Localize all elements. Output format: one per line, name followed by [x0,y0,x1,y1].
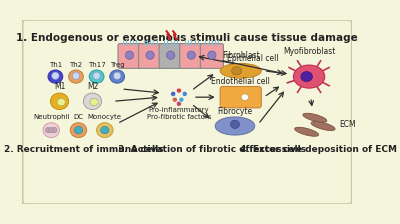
Ellipse shape [187,51,196,59]
Ellipse shape [294,65,325,88]
Text: Neutrophil: Neutrophil [33,114,70,120]
Text: ECM: ECM [340,120,356,129]
Ellipse shape [74,126,82,134]
Ellipse shape [230,120,240,129]
Ellipse shape [46,127,50,133]
Ellipse shape [70,123,87,138]
Ellipse shape [90,98,98,106]
Ellipse shape [172,97,177,102]
Text: Endothelial cell: Endothelial cell [211,78,270,86]
Text: M2: M2 [87,82,98,90]
Ellipse shape [232,67,242,75]
Text: 4. Excessive deposition of ECM: 4. Excessive deposition of ECM [240,145,398,154]
Ellipse shape [93,72,100,80]
Text: 1. Endogenous or exogenous stimuli cause tissue damage: 1. Endogenous or exogenous stimuli cause… [16,33,358,43]
Ellipse shape [101,126,109,134]
Ellipse shape [96,123,113,138]
FancyBboxPatch shape [118,44,141,68]
Ellipse shape [49,127,54,133]
FancyBboxPatch shape [138,44,162,68]
Ellipse shape [311,121,335,131]
Text: Fibrocyte: Fibrocyte [217,107,252,116]
Ellipse shape [72,72,80,80]
Text: Epithelial cell: Epithelial cell [227,54,278,63]
Text: Pro-inflammatory
Pro-fibrotic factors: Pro-inflammatory Pro-fibrotic factors [147,107,211,120]
Ellipse shape [110,70,124,83]
Ellipse shape [48,70,63,83]
Ellipse shape [303,113,327,122]
FancyBboxPatch shape [180,44,203,68]
Ellipse shape [114,72,121,80]
Ellipse shape [208,51,216,59]
Text: DC: DC [74,114,84,120]
Text: Th2: Th2 [70,62,82,67]
Ellipse shape [84,93,102,110]
Ellipse shape [57,98,65,106]
Text: M1: M1 [54,82,65,90]
Ellipse shape [52,72,59,80]
Text: Monocyte: Monocyte [88,114,122,120]
Ellipse shape [182,91,187,96]
Text: Treg: Treg [110,62,124,67]
Ellipse shape [179,97,184,102]
Ellipse shape [301,72,312,82]
Ellipse shape [50,93,68,110]
Text: Th1: Th1 [49,62,62,67]
Ellipse shape [89,70,104,83]
Ellipse shape [215,117,255,135]
Text: Myofibroblast: Myofibroblast [283,47,335,56]
Ellipse shape [43,123,60,138]
Ellipse shape [146,51,154,59]
Ellipse shape [126,51,134,59]
Text: Fibroblast: Fibroblast [222,51,260,60]
Ellipse shape [171,91,176,96]
Ellipse shape [220,63,261,78]
Ellipse shape [68,70,84,83]
Ellipse shape [241,94,248,101]
FancyBboxPatch shape [220,86,261,108]
Ellipse shape [52,127,57,133]
Ellipse shape [176,101,182,106]
FancyBboxPatch shape [22,20,352,204]
Ellipse shape [176,88,182,93]
FancyBboxPatch shape [200,44,224,68]
Text: 2. Recruitment of immune cells: 2. Recruitment of immune cells [4,145,164,154]
Ellipse shape [295,127,318,136]
FancyBboxPatch shape [159,44,182,68]
Text: Th17: Th17 [88,62,106,67]
Text: 3. Activation of fibrotic effector cells: 3. Activation of fibrotic effector cells [118,145,306,154]
Ellipse shape [166,51,175,59]
